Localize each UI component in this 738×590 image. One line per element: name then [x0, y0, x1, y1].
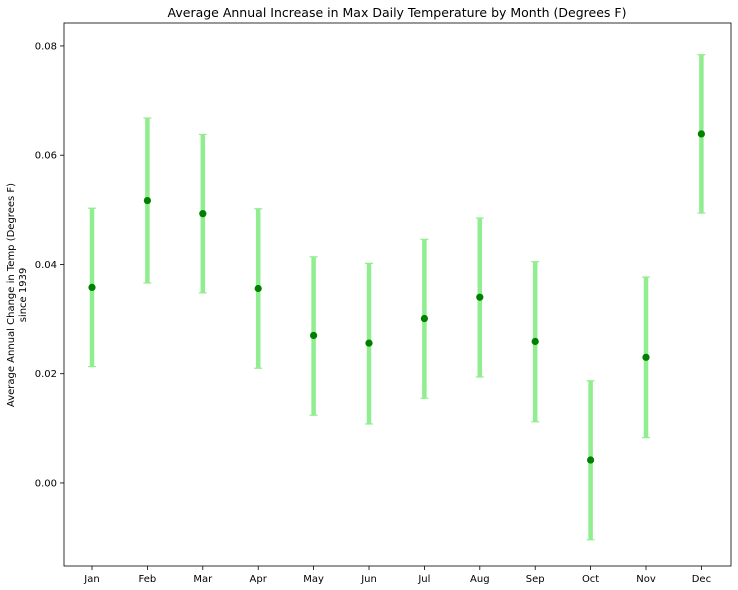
x-tick-label: Aug — [470, 574, 490, 585]
data-point — [365, 339, 373, 347]
data-point — [88, 283, 96, 291]
plot-area: 0.00 0.02 0.04 0.06 0.08 Jan Feb Mar Apr May Jun Ju… — [35, 41, 711, 585]
data-point — [310, 331, 318, 340]
x-tick-label: Oct — [582, 574, 599, 585]
data-point — [642, 353, 650, 361]
data-point — [697, 130, 706, 138]
x-tick-label: Feb — [139, 574, 157, 585]
x-tick-label: Sep — [526, 574, 545, 585]
y-tick-label: 0.04 — [35, 260, 57, 271]
data-point — [254, 284, 262, 293]
data-point — [587, 456, 595, 464]
x-tick-label: Jan — [83, 574, 99, 585]
x-tick-label: Mar — [193, 574, 213, 585]
x-tick-label: Jul — [417, 574, 430, 585]
data-point — [143, 196, 151, 205]
data-point — [531, 337, 539, 346]
y-tick-label: 0.00 — [35, 478, 57, 489]
x-tick-label: Dec — [692, 574, 711, 585]
data-point — [199, 210, 207, 218]
y-axis-label: Average Annual Change in Temp (Degrees F… — [6, 183, 29, 407]
plot-frame — [63, 22, 732, 567]
y-tick-label: 0.08 — [35, 41, 57, 52]
x-tick-label: May — [303, 574, 324, 585]
y-axis-label-line-1: Average Annual Change in Temp (Degrees F… — [6, 183, 17, 407]
x-tick-label: Apr — [250, 574, 268, 585]
x-tick-label: Jun — [360, 574, 377, 585]
y-tick-label: 0.06 — [35, 151, 57, 162]
x-tick-label: Nov — [636, 574, 656, 585]
y-axis-label-line-2: since 1939 — [18, 268, 29, 323]
y-tick-label: 0.02 — [35, 369, 57, 380]
chart-title: Average Annual Increase in Max Daily Tem… — [168, 5, 627, 20]
data-point — [476, 293, 484, 301]
data-point — [420, 314, 428, 323]
